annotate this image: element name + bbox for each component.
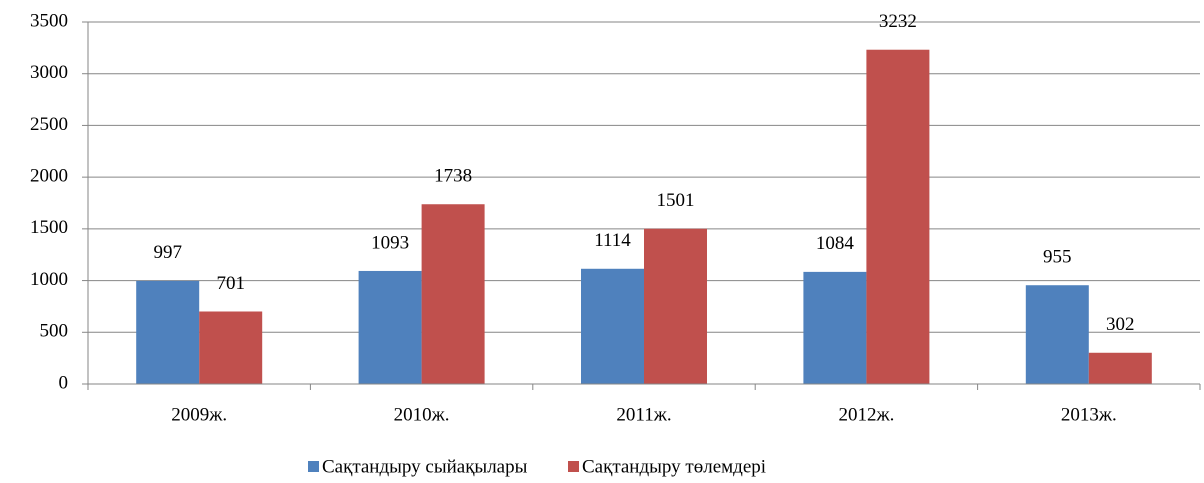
data-label: 1501 [657, 190, 695, 211]
data-label: 1093 [371, 232, 409, 253]
bar [358, 270, 422, 384]
bar [136, 280, 200, 384]
y-tick-label: 2000 [30, 166, 68, 187]
x-tick-label: 2010ж. [394, 404, 450, 425]
data-label: 955 [1043, 247, 1072, 268]
x-tick-label: 2011ж. [616, 404, 671, 425]
y-tick-label: 2500 [30, 114, 68, 135]
bar [1025, 285, 1089, 384]
data-label: 1114 [594, 230, 631, 251]
x-tick-label: 2013ж. [1061, 404, 1117, 425]
data-label: 302 [1106, 314, 1135, 335]
data-label: 1084 [816, 233, 855, 254]
x-tick-label: 2009ж. [171, 404, 227, 425]
y-tick-label: 3000 [30, 62, 68, 83]
bar [1088, 352, 1152, 384]
legend-swatch [308, 461, 319, 472]
data-label: 3232 [879, 11, 917, 32]
y-tick-label: 3500 [30, 10, 68, 31]
data-label: 1738 [434, 166, 472, 187]
data-label: 997 [153, 242, 182, 263]
legend-swatch [568, 461, 579, 472]
legend-label: Сақтандыру сыйақылары [322, 456, 528, 477]
y-tick-label: 0 [59, 372, 69, 393]
y-tick-label: 1500 [30, 217, 68, 238]
x-tick-label: 2012ж. [838, 404, 894, 425]
bar [199, 311, 263, 384]
bar [803, 271, 867, 384]
bar [866, 49, 930, 384]
y-tick-label: 1000 [30, 269, 68, 290]
bar [644, 228, 707, 384]
data-label: 701 [216, 273, 245, 294]
legend-label: Сақтандыру төлемдері [582, 456, 766, 477]
bar [421, 204, 485, 384]
bar [581, 268, 644, 384]
y-tick-label: 500 [40, 321, 69, 342]
